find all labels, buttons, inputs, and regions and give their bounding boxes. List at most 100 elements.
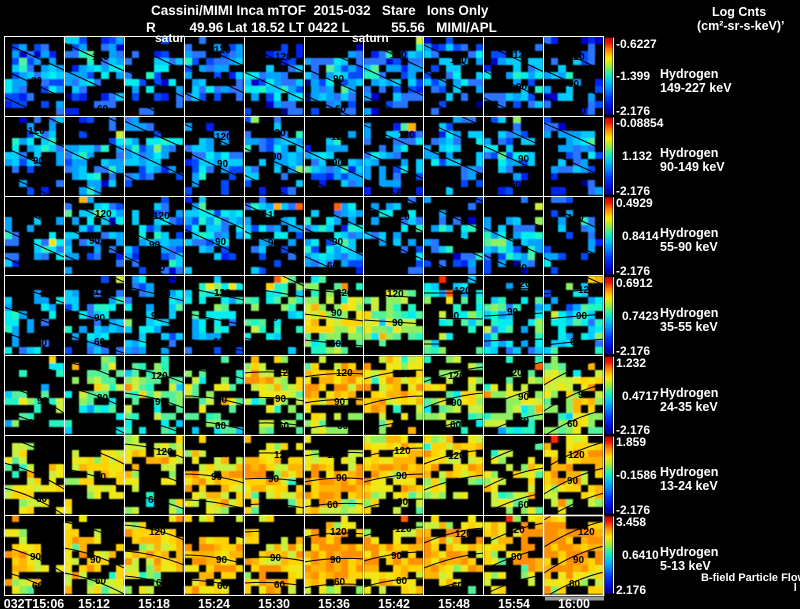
svg-text:120: 120 bbox=[156, 447, 173, 458]
svg-text:(cm²-sr-s-keV)’: (cm²-sr-s-keV)’ bbox=[697, 19, 785, 33]
svg-text:90: 90 bbox=[332, 158, 344, 169]
svg-text:120: 120 bbox=[330, 527, 347, 538]
svg-text:90: 90 bbox=[568, 79, 580, 90]
svg-text:90: 90 bbox=[89, 156, 101, 167]
svg-text:90: 90 bbox=[97, 393, 109, 404]
svg-text:032T15:06: 032T15:06 bbox=[4, 597, 65, 609]
svg-text:120: 120 bbox=[208, 367, 225, 378]
svg-text:60: 60 bbox=[454, 267, 466, 278]
svg-text:90: 90 bbox=[275, 394, 287, 405]
svg-text:120: 120 bbox=[506, 368, 523, 379]
svg-text:55-90 keV: 55-90 keV bbox=[660, 240, 718, 254]
svg-text:120: 120 bbox=[450, 55, 467, 66]
svg-text:60: 60 bbox=[95, 502, 107, 513]
svg-text:120: 120 bbox=[91, 129, 108, 140]
svg-text:90: 90 bbox=[151, 311, 163, 322]
svg-text:90: 90 bbox=[147, 470, 159, 481]
svg-text:1.859: 1.859 bbox=[616, 435, 646, 449]
svg-text:120: 120 bbox=[217, 528, 234, 539]
svg-text:Hydrogen: Hydrogen bbox=[660, 67, 718, 81]
svg-text:60: 60 bbox=[327, 261, 339, 272]
svg-text:60: 60 bbox=[397, 497, 409, 508]
svg-text:90: 90 bbox=[518, 392, 530, 403]
svg-text:60: 60 bbox=[450, 502, 462, 513]
svg-text:120: 120 bbox=[149, 527, 166, 538]
svg-text:60: 60 bbox=[573, 184, 585, 195]
svg-text:60: 60 bbox=[574, 502, 586, 513]
svg-text:120: 120 bbox=[275, 52, 292, 63]
svg-text:120: 120 bbox=[29, 531, 46, 542]
svg-text:-0.6227: -0.6227 bbox=[616, 37, 657, 51]
svg-text:13-24 keV: 13-24 keV bbox=[660, 479, 718, 493]
svg-text:90: 90 bbox=[511, 552, 523, 563]
svg-text:120: 120 bbox=[448, 371, 465, 382]
svg-text:90-149 keV: 90-149 keV bbox=[660, 160, 725, 174]
svg-text:60: 60 bbox=[268, 339, 280, 350]
svg-text:120: 120 bbox=[94, 287, 111, 298]
svg-text:90: 90 bbox=[149, 240, 161, 251]
svg-text:90: 90 bbox=[576, 311, 588, 322]
svg-text:60: 60 bbox=[95, 576, 107, 587]
svg-text:15:24: 15:24 bbox=[198, 597, 230, 609]
svg-text:90: 90 bbox=[216, 555, 228, 566]
svg-text:60: 60 bbox=[330, 339, 342, 350]
svg-text:60: 60 bbox=[156, 183, 168, 194]
svg-text:Hydrogen: Hydrogen bbox=[660, 306, 718, 320]
svg-text:120: 120 bbox=[277, 368, 294, 379]
svg-text:90: 90 bbox=[28, 311, 40, 322]
svg-text:90: 90 bbox=[454, 477, 466, 488]
svg-text:-2.176: -2.176 bbox=[616, 423, 650, 437]
svg-text:120: 120 bbox=[578, 285, 595, 296]
svg-text:Hydrogen: Hydrogen bbox=[660, 386, 718, 400]
svg-text:60: 60 bbox=[335, 104, 347, 115]
svg-text:Hydrogen: Hydrogen bbox=[660, 545, 718, 559]
svg-text:15:18: 15:18 bbox=[138, 597, 170, 609]
svg-text:90: 90 bbox=[567, 476, 579, 487]
svg-text:2.176: 2.176 bbox=[616, 583, 646, 597]
svg-text:90: 90 bbox=[268, 474, 280, 485]
svg-text:60: 60 bbox=[510, 180, 522, 191]
svg-text:60: 60 bbox=[36, 338, 48, 349]
svg-text:60: 60 bbox=[36, 494, 48, 505]
svg-text:saturn: saturn bbox=[352, 31, 389, 45]
svg-text:120: 120 bbox=[331, 132, 348, 143]
svg-text:60: 60 bbox=[274, 267, 286, 278]
svg-text:60: 60 bbox=[28, 418, 40, 429]
svg-text:120: 120 bbox=[514, 279, 531, 290]
svg-text:Hydrogen: Hydrogen bbox=[660, 226, 718, 240]
svg-text:90: 90 bbox=[396, 471, 408, 482]
svg-text:24-35 keV: 24-35 keV bbox=[660, 400, 718, 414]
svg-text:60: 60 bbox=[391, 422, 403, 433]
svg-text:90: 90 bbox=[330, 555, 342, 566]
svg-text:-2.176: -2.176 bbox=[616, 344, 650, 358]
svg-text:90: 90 bbox=[36, 469, 48, 480]
svg-text:120: 120 bbox=[329, 46, 346, 57]
svg-text:90: 90 bbox=[391, 551, 403, 562]
svg-text:120: 120 bbox=[38, 210, 55, 221]
svg-text:120: 120 bbox=[215, 132, 232, 143]
svg-text:B-field Particle Flow: B-field Particle Flow bbox=[701, 572, 800, 584]
svg-text:120: 120 bbox=[393, 212, 410, 223]
svg-text:60: 60 bbox=[32, 581, 44, 592]
svg-text:120: 120 bbox=[151, 371, 168, 382]
svg-text:120: 120 bbox=[398, 130, 415, 141]
svg-text:90: 90 bbox=[507, 307, 519, 318]
svg-text:0.6410: 0.6410 bbox=[622, 548, 659, 562]
svg-text:60: 60 bbox=[567, 419, 579, 430]
svg-text:60: 60 bbox=[209, 101, 221, 112]
svg-text:15:48: 15:48 bbox=[438, 597, 470, 609]
svg-text:120: 120 bbox=[39, 286, 56, 297]
svg-text:90: 90 bbox=[516, 82, 528, 93]
svg-text:60: 60 bbox=[396, 576, 408, 587]
svg-text:5-13 keV: 5-13 keV bbox=[660, 559, 711, 573]
svg-text:Log Cnts: Log Cnts bbox=[712, 5, 766, 19]
svg-text:90: 90 bbox=[217, 159, 229, 170]
svg-text:90: 90 bbox=[216, 395, 228, 406]
svg-text:120: 120 bbox=[154, 289, 171, 300]
svg-text:60: 60 bbox=[518, 416, 530, 427]
svg-text:60: 60 bbox=[518, 500, 530, 511]
svg-text:90: 90 bbox=[94, 313, 106, 324]
svg-text:60: 60 bbox=[452, 581, 464, 592]
svg-text:60: 60 bbox=[516, 263, 528, 274]
svg-text:15:30: 15:30 bbox=[258, 597, 290, 609]
